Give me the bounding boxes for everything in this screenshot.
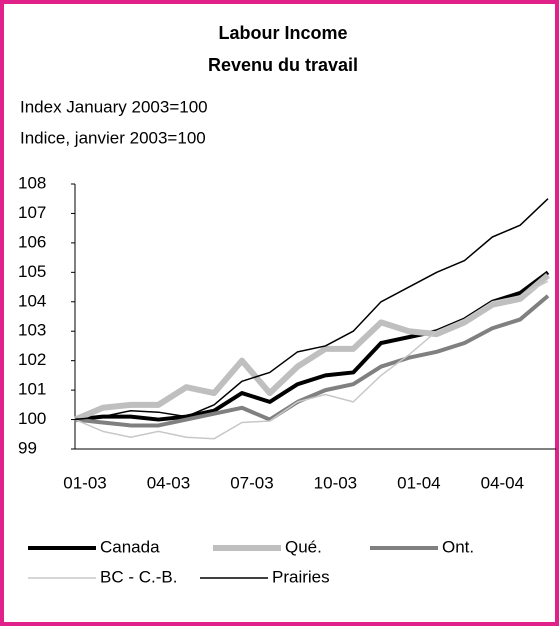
y-tick-label: 99: [18, 438, 37, 457]
y-tick-label: 104: [18, 291, 46, 310]
x-tick-label: 07-03: [230, 473, 273, 492]
y-tick-label: 103: [18, 321, 46, 340]
y-tick-label: 108: [18, 173, 46, 192]
x-tick-label: 10-03: [314, 473, 357, 492]
y-tick-label: 107: [18, 203, 46, 222]
series-line: [74, 198, 549, 421]
chart-subtitle: Revenu du travail: [208, 55, 358, 75]
legend-label: Prairies: [272, 567, 330, 586]
x-tick-label: 04-04: [481, 473, 524, 492]
y-tick-label: 102: [18, 350, 46, 369]
y-tick-label: 105: [18, 262, 46, 281]
y-tick-label: 106: [18, 232, 46, 251]
legend-label: Ont.: [442, 537, 474, 556]
legend-label: BC - C.-B.: [100, 567, 177, 586]
x-tick-label: 01-04: [397, 473, 440, 492]
series-line: [73, 272, 550, 423]
y-tick-label: 100: [18, 409, 46, 428]
x-tick-label: 01-03: [63, 473, 106, 492]
x-tick-label: 04-03: [147, 473, 190, 492]
legend-label: Canada: [100, 537, 160, 556]
chart-title: Labour Income: [218, 23, 347, 43]
legend-label: Qué.: [285, 537, 322, 556]
series-line: [74, 294, 550, 428]
y-label: Index January 2003=100: [20, 97, 208, 116]
series-line: [74, 280, 549, 440]
y-tick-label: 101: [18, 380, 46, 399]
y-label-fr: Indice, janvier 2003=100: [20, 128, 206, 147]
